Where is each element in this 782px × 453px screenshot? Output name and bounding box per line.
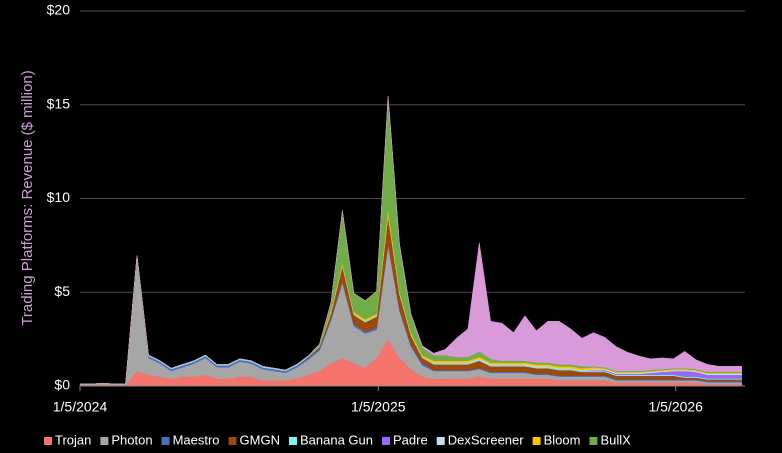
- legend-label: BullX: [600, 432, 631, 447]
- legend-label: Trojan: [55, 432, 91, 447]
- x-tick-label: 1/5/2024: [53, 399, 108, 415]
- legend-swatch: [382, 437, 391, 445]
- legend-swatch: [436, 437, 445, 445]
- x-tick-label: 1/5/2026: [648, 399, 703, 415]
- legend-label: DexScreener: [448, 432, 525, 447]
- y-tick-label: $10: [47, 189, 71, 205]
- legend: Trojan Photon Maestro GMGN Banana Gun Padre De…: [44, 432, 631, 447]
- legend-label: Banana Gun: [300, 432, 373, 447]
- legend-swatch: [532, 437, 541, 445]
- legend-label: GMGN: [240, 432, 280, 447]
- area: [80, 96, 742, 385]
- legend-swatch: [44, 437, 52, 445]
- legend-swatch: [289, 437, 297, 445]
- legend-swatch: [589, 437, 598, 445]
- legend-label: Maestro: [173, 432, 220, 447]
- legend-swatch: [161, 437, 170, 445]
- y-tick-label: $0: [54, 377, 70, 393]
- legend-label: Photon: [111, 432, 152, 447]
- legend-label: Padre: [393, 432, 428, 447]
- legend-swatch: [228, 437, 237, 445]
- x-tick-label: 1/5/2025: [351, 399, 406, 415]
- y-tick-label: $20: [47, 2, 71, 18]
- legend-label: Bloom: [544, 432, 581, 447]
- y-tick-label: $5: [54, 283, 70, 299]
- y-tick-label: $15: [47, 95, 71, 111]
- y-axis-title: Trading Platforms: Revenue ($ million): [19, 70, 36, 325]
- legend-swatch: [100, 437, 109, 445]
